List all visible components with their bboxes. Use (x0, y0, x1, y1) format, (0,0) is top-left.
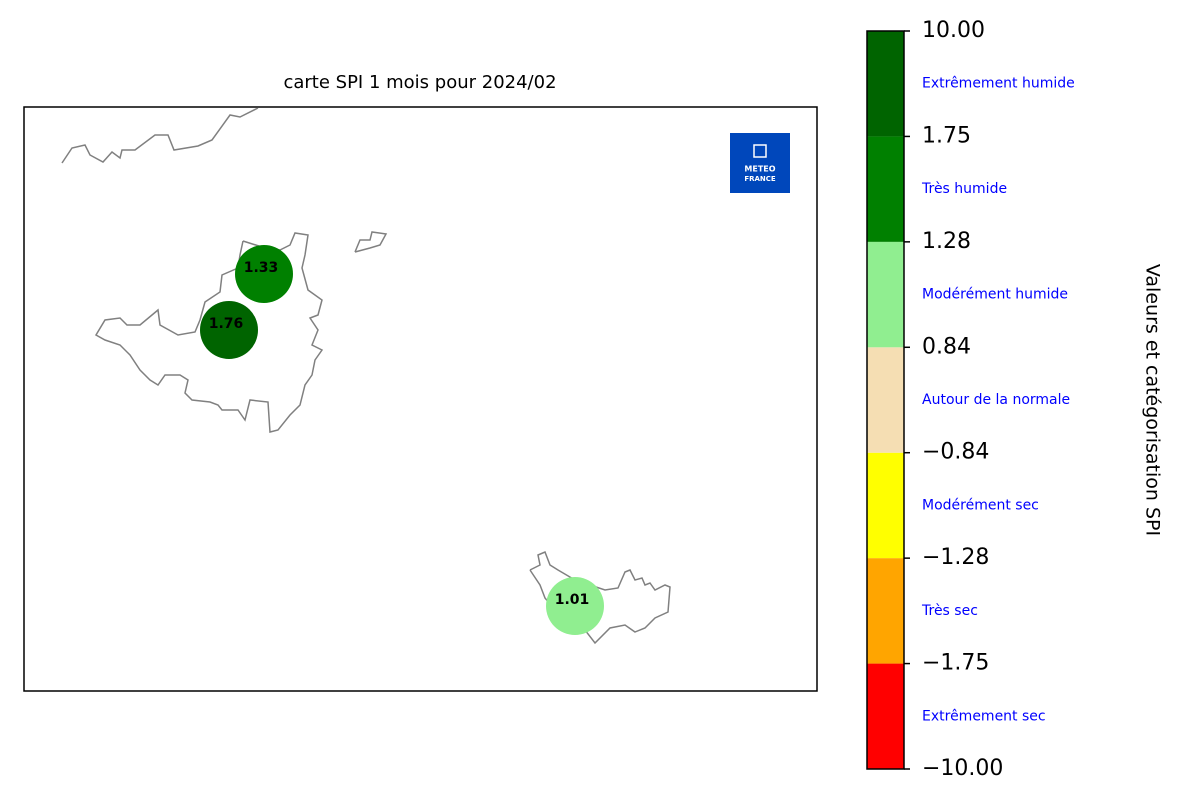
colorbar-segment (867, 558, 904, 664)
logo-text: METEO (744, 165, 775, 174)
colorbar-segment (867, 136, 904, 242)
colorbar-label: Valeurs et catégorisation SPI (1142, 264, 1164, 536)
colorbar-segment (867, 347, 904, 453)
logo-icon (753, 144, 767, 158)
category-label: Très humide (921, 181, 1007, 197)
colorbar-tick-label: −0.84 (922, 440, 989, 465)
colorbar-frame (866, 30, 905, 770)
category-label: Extrêmement humide (922, 76, 1075, 92)
colorbar-tick-label: −1.75 (922, 651, 989, 676)
colorbar-tick-label: 1.28 (922, 229, 971, 254)
station-label: 1.33 (244, 260, 279, 276)
colorbar-segment (867, 452, 904, 559)
colorbar-tick-label: 1.75 (922, 123, 971, 148)
category-label: Modérément humide (922, 287, 1068, 303)
map-frame (23, 106, 818, 692)
coastline (354, 231, 388, 253)
map-title: carte SPI 1 mois pour 2024/02 (283, 72, 556, 93)
category-label: Extrêmement sec (922, 708, 1046, 724)
coastline (94, 232, 324, 433)
coastline (61, 107, 259, 164)
category-label: Autour de la normale (922, 392, 1070, 408)
station-label: 1.01 (555, 592, 590, 608)
logo-box (730, 133, 790, 193)
colorbar-segment (867, 31, 904, 137)
colorbar-tick-label: −10.00 (922, 756, 1003, 781)
logo-text: FRANCE (744, 175, 776, 183)
station-marker (200, 301, 258, 359)
station-label: 1.76 (209, 316, 244, 332)
colorbar-segment (867, 241, 904, 348)
station-marker (546, 577, 604, 635)
colorbar-tick-label: 0.84 (922, 334, 971, 359)
colorbar-segment (867, 663, 904, 769)
logo: METEO FRANCE (730, 133, 790, 193)
category-label: Très sec (921, 603, 978, 619)
colorbar-tick-label: −1.28 (922, 545, 989, 570)
category-label: Modérément sec (922, 497, 1039, 513)
colorbar-tick-label: 10.00 (922, 18, 985, 43)
station-marker (235, 245, 293, 303)
